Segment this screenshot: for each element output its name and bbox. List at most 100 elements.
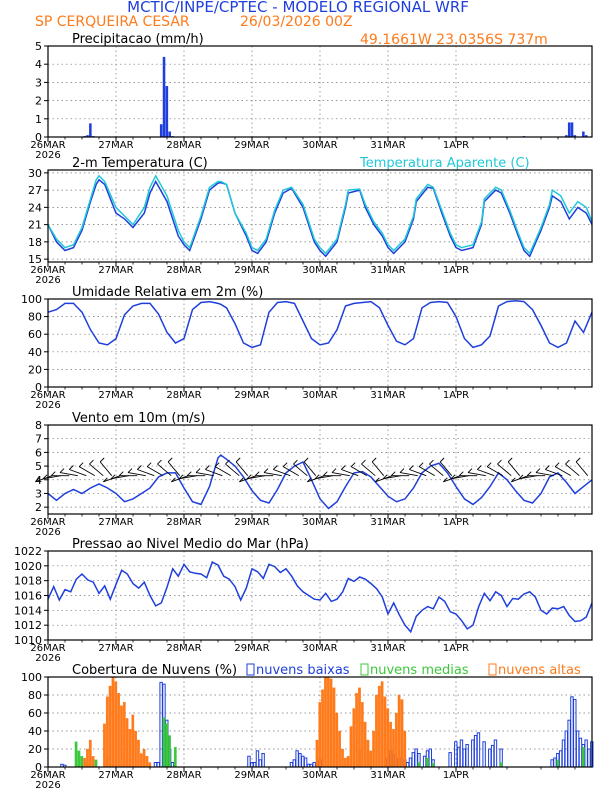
wind-barb-flag	[282, 462, 288, 467]
cloud-bar-nuvens-baixas	[422, 755, 427, 768]
cloud-bar-nuvens-altas	[363, 721, 367, 768]
x-tick-label: 28MAR	[166, 643, 201, 654]
x-tick-label: 29MAR	[234, 643, 269, 654]
wind-barb	[382, 475, 401, 480]
wind-barb-flag	[322, 471, 328, 476]
x-tick-label: 31MAR	[370, 770, 405, 781]
cloud-bar-nuvens-altas	[349, 726, 353, 768]
cloud-bar-nuvens-altas	[142, 748, 146, 768]
cloud-bar-nuvens-altas	[120, 705, 123, 768]
wind-barb-flag	[110, 474, 116, 480]
cloud-bar-nuvens-altas	[86, 748, 89, 768]
wind-barb	[137, 469, 155, 477]
wind-barb	[535, 472, 554, 477]
wind-barb	[214, 466, 231, 477]
wind-barb-flag	[518, 474, 524, 480]
wind-barb-flag	[409, 465, 414, 470]
precip-bar	[168, 131, 171, 137]
wind-barb-flag	[535, 468, 541, 473]
wind-barb	[399, 472, 418, 477]
cloud-bar-nuvens-altas	[326, 676, 330, 768]
wind-barb-flag	[350, 462, 356, 467]
cloud-bar-nuvens-altas	[372, 730, 375, 768]
panel-title: 2-m Temperatura (C)	[72, 156, 208, 171]
y-tick-label: 1020	[14, 560, 42, 573]
x-tick-label: 30MAR	[302, 390, 337, 401]
cloud-bar-nuvens-baixas	[462, 748, 466, 768]
wind-barb-flag	[42, 474, 48, 480]
y-tick-label: 3	[35, 487, 42, 500]
cloud-bar-nuvens-altas	[400, 699, 404, 768]
cloud-bar-nuvens-altas	[131, 714, 135, 768]
wind-barb	[371, 461, 385, 476]
y-tick-label: 100	[21, 293, 42, 306]
precip-bar	[570, 122, 574, 137]
wind-barb-flag	[99, 457, 105, 463]
cloud-bar-nuvens-medias	[168, 735, 171, 768]
cloud-bar-nuvens-baixas	[298, 753, 302, 768]
cloud-bar-nuvens-baixas	[567, 719, 571, 768]
cloud-bar-nuvens-baixas	[482, 741, 486, 768]
x-tick-label: 27MAR	[98, 643, 133, 654]
header: MCTIC/INPE/CPTEC - MODELO REGIONAL WRF S…	[35, 0, 548, 48]
cloud-bar-nuvens-baixas	[578, 737, 583, 768]
cloud-bar-nuvens-altas	[366, 739, 370, 768]
wind-barb	[78, 466, 95, 477]
y-tick-label: 8	[35, 419, 42, 432]
wind-barb-flag	[331, 468, 337, 473]
legend-label: nuvens baixas	[256, 663, 350, 678]
cloud-bar-nuvens-altas	[88, 739, 92, 768]
precip-bar	[165, 86, 169, 137]
header-run-date: 26/03/2026 00Z	[240, 14, 353, 30]
cloud-bar-nuvens-medias	[581, 747, 585, 768]
header-title: MCTIC/INPE/CPTEC - MODELO REGIONAL WRF	[127, 0, 469, 16]
x-tick-label: 30MAR	[302, 770, 337, 781]
wind-barb-flag	[254, 471, 260, 476]
wind-barb-flag	[205, 465, 210, 470]
x-year-label: 2026	[35, 150, 60, 161]
cloud-bar-nuvens-baixas	[570, 696, 574, 768]
wind-barb	[263, 472, 282, 477]
series-line-wind-0	[47, 454, 593, 510]
cloud-bar-nuvens-altas	[377, 685, 381, 768]
wind-barb-flag	[477, 465, 482, 470]
wind-barb-flag	[35, 477, 40, 483]
cloud-bar-nuvens-baixas	[456, 746, 461, 768]
wind-barb-flag	[225, 459, 230, 465]
precip-bar	[567, 122, 571, 137]
cloud-bar-nuvens-altas	[338, 730, 341, 768]
cloud-bar-nuvens-baixas	[289, 762, 294, 768]
cloud-bar-nuvens-baixas	[405, 762, 410, 768]
y-tick-label: 1010	[14, 634, 42, 647]
series-line-temp-1	[47, 174, 593, 255]
y-tick-label: 100	[21, 671, 42, 684]
panel-frame	[47, 298, 593, 388]
cloud-bar-nuvens-altas	[394, 712, 398, 768]
cloud-bar-nuvens-baixas	[301, 755, 305, 768]
cloud-bar-nuvens-altas	[114, 681, 118, 768]
wind-barb-flag	[118, 471, 124, 476]
legend-swatch	[488, 663, 497, 676]
legend-swatch	[246, 663, 255, 676]
legend-label: nuvens medias	[370, 663, 469, 678]
x-tick-label: 31MAR	[370, 140, 405, 151]
x-tick-label: 27MAR	[98, 140, 133, 151]
wind-barb	[157, 463, 172, 477]
wind-barb-flag	[418, 462, 424, 467]
header-coords: 49.1661W 23.0356S 737m	[360, 32, 548, 48]
cloud-bar-nuvens-baixas	[153, 762, 158, 768]
wind-barb-flag	[89, 459, 94, 465]
x-tick-label: 1APR	[443, 770, 469, 781]
cloud-bar-nuvens-altas	[324, 676, 327, 768]
wind-barb-flag	[157, 459, 162, 465]
cloud-bar-nuvens-altas	[128, 729, 132, 768]
x-tick-label: 31MAR	[370, 517, 405, 528]
precip-bar	[565, 135, 568, 137]
wind-barb	[314, 475, 333, 480]
series-line-rh-0	[47, 300, 593, 349]
wind-barb-flag	[167, 457, 173, 463]
cloud-bar-nuvens-altas	[111, 676, 115, 768]
wind-barb	[518, 475, 537, 480]
